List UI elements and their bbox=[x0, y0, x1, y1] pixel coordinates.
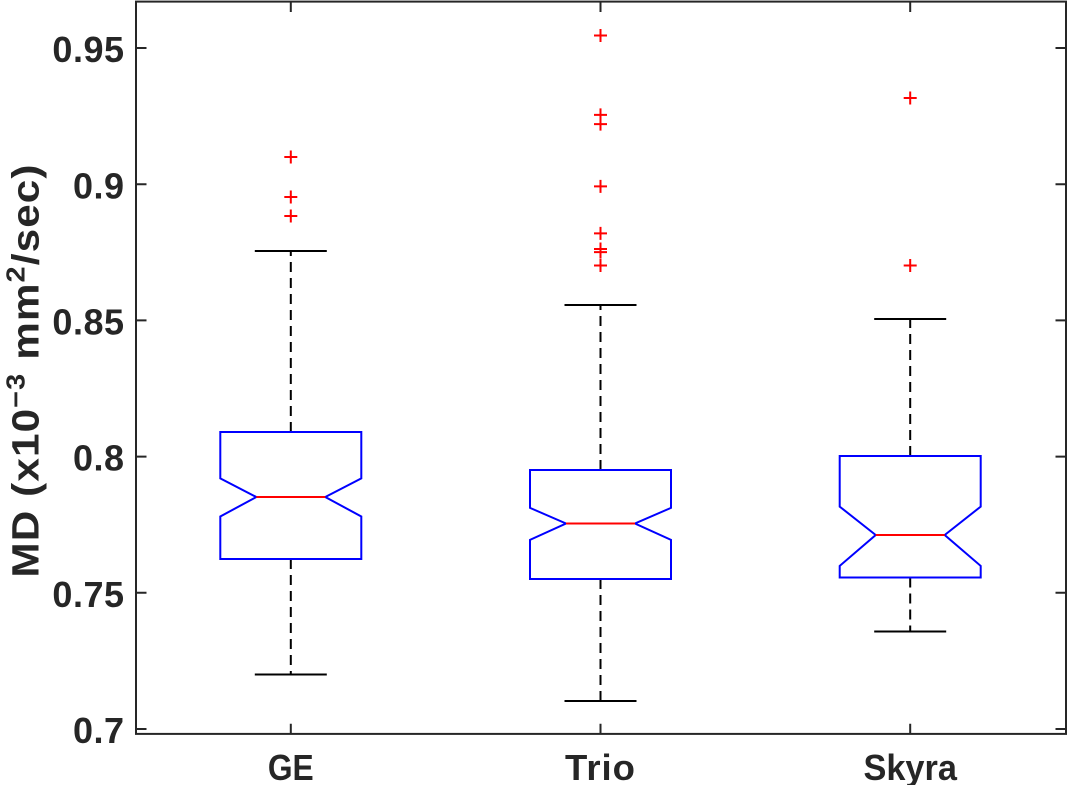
svg-text:0.75: 0.75 bbox=[52, 574, 124, 615]
svg-text:0.7: 0.7 bbox=[73, 710, 125, 751]
svg-text:GE: GE bbox=[268, 748, 314, 785]
svg-text:0.95: 0.95 bbox=[52, 29, 124, 70]
svg-text:0.8: 0.8 bbox=[73, 438, 125, 479]
svg-text:Trio: Trio bbox=[565, 747, 636, 785]
svg-text:Skyra: Skyra bbox=[863, 747, 957, 785]
svg-text:0.85: 0.85 bbox=[52, 302, 124, 343]
svg-text:MD (x10−3 mm2/sec): MD (x10−3 mm2/sec) bbox=[1, 163, 47, 577]
svg-text:0.9: 0.9 bbox=[73, 165, 125, 206]
